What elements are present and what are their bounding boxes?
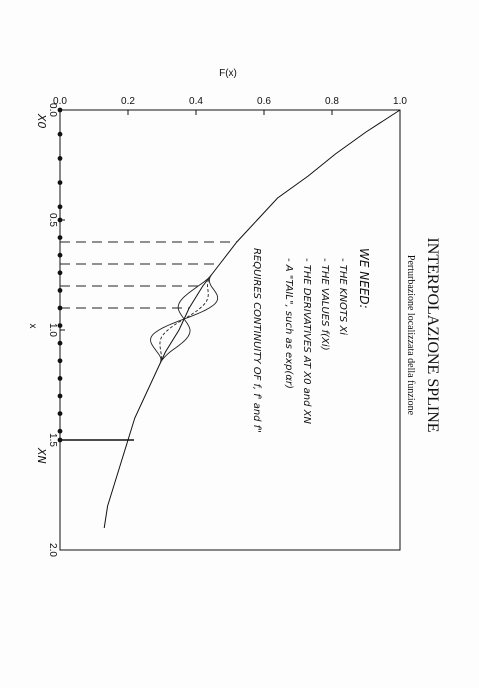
knot-point-18 — [57, 437, 63, 443]
knot-point-7 — [57, 252, 63, 258]
knot-point-3 — [57, 180, 63, 186]
y-axis-ticks: 0.0 0.2 0.4 0.6 0.8 1.0 — [53, 96, 407, 115]
x-tick-label-3: 1.5 — [47, 433, 58, 447]
notes: WE NEED: - THE KNOTS Xi - THE VALUES f(X… — [251, 248, 371, 433]
knot-point-2 — [57, 156, 63, 161]
note-4: - THE DERIVATIVES AT X0 and XN — [301, 258, 312, 424]
knot-point-16 — [57, 411, 63, 416]
series-line-perturbation-2 — [159, 274, 212, 364]
knot-point-15 — [57, 393, 63, 399]
note-6: REQUIRES CONTINUITY OF f, f' and f" — [251, 248, 262, 433]
knot-point-6 — [57, 235, 63, 241]
knot-point-10 — [57, 305, 63, 311]
note-5: - A "TAIL", such as exp(αr) — [283, 258, 294, 389]
knot-point-8 — [57, 270, 63, 276]
plot-frame — [59, 109, 401, 551]
knot-point-13 — [57, 358, 63, 364]
y-tick-label-3: 0.6 — [257, 96, 271, 107]
knot-dashed-lines — [60, 241, 237, 441]
knot-points — [57, 107, 63, 443]
x-axis-label: x — [27, 324, 38, 329]
knot-point-11 — [57, 323, 63, 328]
xn-label: XN — [35, 447, 48, 464]
note-3: - THE VALUES f(Xi) — [319, 258, 330, 351]
knot-point-9 — [57, 288, 63, 293]
x-tick-label-4: 2.0 — [47, 543, 58, 557]
knot-point-1 — [57, 131, 63, 137]
series-line-perturbation-1 — [159, 274, 212, 364]
y-tick-label-0: 0.0 — [53, 96, 67, 107]
knot-point-17 — [57, 428, 63, 434]
knot-point-12 — [57, 340, 63, 346]
knot-point-5 — [57, 217, 63, 223]
note-2: - THE KNOTS Xi — [337, 258, 348, 335]
y-tick-label-2: 0.4 — [189, 96, 203, 107]
curve-series — [103, 109, 401, 529]
y-tick-label-4: 0.8 — [325, 96, 339, 107]
x-tick-label-1: 0.5 — [47, 213, 58, 227]
y-tick-label-1: 0.2 — [121, 96, 135, 107]
chart-subtitle: Perturbazione localizzata della funzione — [405, 255, 416, 416]
x-tick-label-2: 1.0 — [47, 323, 58, 337]
y-axis-label: F(x) — [219, 68, 237, 79]
x-axis-ticks: 0.0 0.5 1.0 1.5 2.0 — [47, 103, 65, 557]
x-tick-label-0: 0.0 — [47, 103, 58, 117]
knot-point-0 — [57, 107, 63, 113]
knot-point-4 — [57, 204, 63, 210]
chart-title: INTERPOLAZIONE SPLINE — [424, 237, 441, 432]
note-1: WE NEED: — [357, 248, 371, 309]
y-tick-label-5: 1.0 — [393, 96, 407, 107]
knot-point-14 — [57, 376, 63, 381]
x0-label: X0 — [35, 113, 48, 129]
